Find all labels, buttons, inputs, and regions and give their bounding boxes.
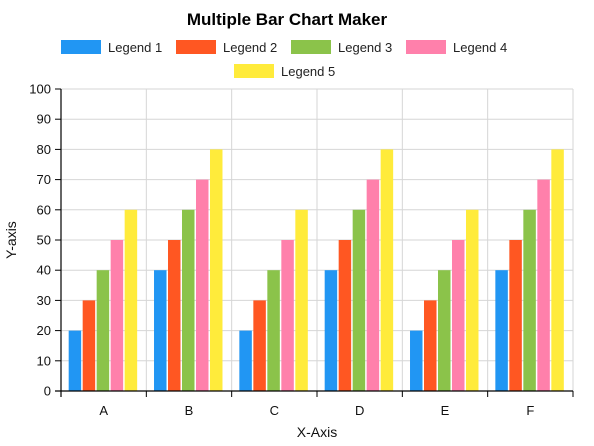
legend-label: Legend 3 (338, 40, 392, 55)
legend: Legend 1 Legend 2 Legend 3 Legend 4 Legend 5 (61, 40, 507, 79)
bar (96, 270, 110, 391)
bar (465, 209, 479, 391)
y-tick-label: 30 (37, 293, 51, 308)
y-tick-label: 20 (37, 323, 51, 338)
bar (324, 270, 338, 391)
legend-swatch (291, 40, 331, 54)
bar (352, 209, 366, 391)
y-tick-label: 90 (37, 112, 51, 127)
y-tick-label: 60 (37, 202, 51, 217)
x-tick-label: A (99, 403, 108, 418)
bars (68, 149, 564, 391)
bar (295, 209, 308, 391)
chart-title: Multiple Bar Chart Maker (187, 10, 388, 29)
bar (338, 240, 352, 391)
legend-swatch (176, 40, 216, 54)
bar (410, 330, 423, 391)
legend-swatch (61, 40, 101, 54)
legend-label: Legend 4 (453, 40, 507, 55)
bar (253, 300, 266, 391)
bar (451, 240, 465, 391)
y-tick-label: 0 (44, 384, 51, 399)
axes (55, 88, 574, 397)
bar (537, 179, 550, 391)
y-tick-labels: 0 10 20 30 40 50 60 70 80 90 100 (29, 82, 51, 399)
bar (195, 179, 209, 391)
bar (154, 270, 167, 391)
x-axis-label: X-Axis (297, 424, 337, 440)
y-tick-label: 50 (37, 233, 51, 248)
bar (509, 240, 522, 391)
x-tick-label: B (185, 403, 194, 418)
x-tick-label: D (355, 403, 364, 418)
bar (380, 149, 394, 391)
bar (68, 330, 82, 391)
bar (523, 209, 536, 391)
x-tick-label: F (526, 403, 534, 418)
bar (438, 270, 451, 391)
legend-label: Legend 1 (108, 40, 162, 55)
y-axis-label: Y-axis (3, 221, 19, 259)
x-tick-labels: A B C D E F (99, 403, 534, 418)
bar (281, 240, 294, 391)
bar (239, 330, 252, 391)
legend-label: Legend 5 (281, 64, 335, 79)
bar (366, 179, 380, 391)
y-tick-label: 10 (37, 353, 51, 368)
y-tick-label: 100 (29, 82, 51, 97)
y-tick-label: 70 (37, 172, 51, 187)
bar (168, 240, 181, 391)
bar (495, 270, 508, 391)
y-tick-label: 80 (37, 142, 51, 157)
y-tick-label: 40 (37, 263, 51, 278)
bar (267, 270, 280, 391)
bar (424, 300, 437, 391)
legend-label: Legend 2 (223, 40, 277, 55)
legend-swatch (234, 64, 274, 78)
bar (110, 240, 124, 391)
bar (209, 149, 223, 391)
bar (82, 300, 96, 391)
x-tick-label: E (441, 403, 450, 418)
bar (551, 149, 564, 391)
legend-swatch (406, 40, 446, 54)
bar (124, 209, 138, 391)
bar (182, 209, 195, 391)
x-tick-label: C (270, 403, 279, 418)
